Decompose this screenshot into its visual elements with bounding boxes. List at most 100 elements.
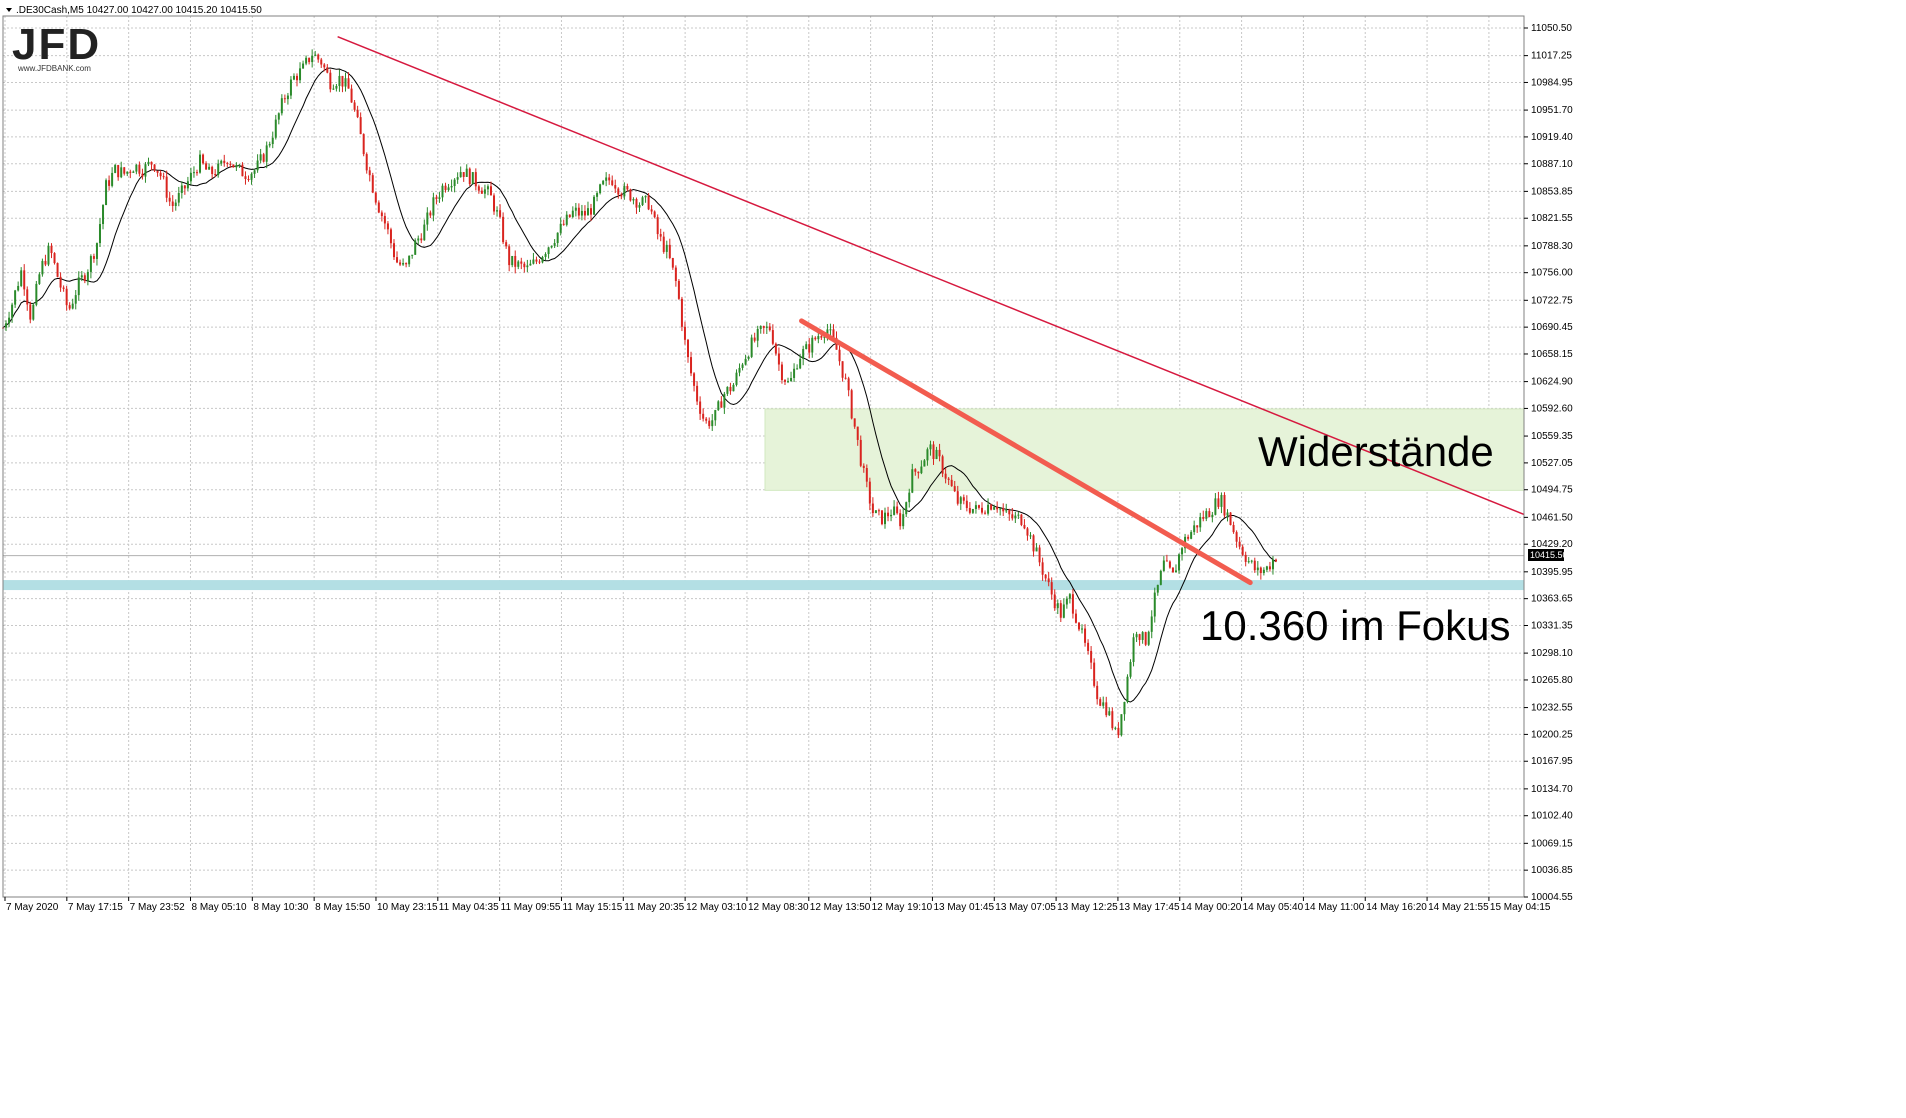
- candle-body: [656, 217, 659, 235]
- candle-body: [1259, 567, 1262, 574]
- chart-header-text: .DE30Cash,M5 10427.00 10427.00 10415.20 …: [16, 5, 262, 16]
- trendlines[interactable]: [337, 36, 1525, 586]
- candle-body: [95, 243, 98, 259]
- candle-body: [1256, 567, 1259, 571]
- x-tick-label: 10 May 23:15: [377, 902, 438, 913]
- candle-body: [144, 164, 147, 177]
- candle-body: [386, 223, 389, 230]
- candle-body: [941, 456, 944, 474]
- y-tick-label: 10200.25: [1531, 729, 1573, 740]
- x-tick-label: 7 May 2020: [6, 902, 59, 913]
- candle-body: [83, 275, 86, 281]
- candle-body: [720, 401, 723, 408]
- candle-body: [459, 172, 462, 178]
- candle-body: [920, 466, 923, 474]
- candle-body: [1156, 584, 1159, 593]
- candle-body: [538, 261, 541, 263]
- candle-body: [577, 207, 580, 216]
- candle-body: [623, 186, 626, 197]
- candle-body: [1196, 525, 1199, 528]
- candle-body: [1062, 604, 1065, 618]
- candle-body: [429, 212, 432, 216]
- candle-body: [296, 75, 299, 81]
- candle-body: [1090, 650, 1093, 663]
- x-tick-label: 7 May 23:52: [130, 902, 185, 913]
- candle-body: [1247, 561, 1250, 563]
- x-tick-label: 8 May 10:30: [253, 902, 308, 913]
- candle-body: [817, 336, 820, 340]
- candle-body: [1235, 532, 1238, 542]
- candle-body: [1153, 592, 1156, 617]
- plot-border: [2, 15, 1525, 898]
- candle-body: [292, 75, 295, 80]
- resistance-label: Widerstände: [1258, 428, 1494, 475]
- candle-body: [365, 154, 368, 171]
- candle-body: [1199, 516, 1202, 528]
- candle-body: [690, 357, 693, 374]
- y-tick-label: 10134.70: [1531, 784, 1573, 795]
- candle-body: [162, 176, 165, 178]
- candle-body: [1162, 560, 1165, 571]
- candle-body: [1132, 637, 1135, 662]
- candle-body: [489, 186, 492, 196]
- candle-body: [68, 305, 71, 309]
- candle-body: [774, 343, 777, 354]
- candle-body: [908, 492, 911, 503]
- candle-body: [62, 287, 65, 289]
- candle-body: [1262, 569, 1265, 574]
- candle-body: [1147, 631, 1150, 645]
- candle-body: [771, 330, 774, 344]
- x-tick-label: 8 May 15:50: [315, 902, 370, 913]
- candle-body: [844, 377, 847, 379]
- candle-body: [529, 263, 532, 266]
- candle-body: [811, 337, 814, 353]
- candle-body: [893, 506, 896, 515]
- candle-body: [226, 162, 229, 164]
- candle-body: [32, 304, 35, 320]
- candle-body: [565, 214, 568, 225]
- candle-body: [505, 242, 508, 247]
- candle-body: [229, 163, 232, 165]
- candle-body: [1032, 535, 1035, 552]
- candle-body: [559, 223, 562, 233]
- candle-body: [935, 449, 938, 459]
- candle-body: [887, 512, 890, 517]
- x-tick-label: 12 May 08:30: [748, 902, 809, 913]
- candle-body: [780, 364, 783, 381]
- candle-body: [138, 164, 141, 174]
- x-tick-label: 12 May 13:50: [810, 902, 871, 913]
- x-tick-label: 15 May 04:15: [1490, 902, 1551, 913]
- candle-body: [262, 154, 265, 162]
- candle-body: [456, 177, 459, 180]
- x-tick-label: 12 May 19:10: [872, 902, 933, 913]
- candle-body: [862, 465, 865, 468]
- candle-body: [1093, 662, 1096, 686]
- candle-body: [644, 195, 647, 198]
- candle-body: [923, 460, 926, 467]
- candle-body: [523, 263, 526, 268]
- candle-body: [499, 210, 502, 217]
- candle-body: [17, 285, 20, 291]
- candle-body: [23, 270, 26, 290]
- candle-body: [1017, 514, 1020, 516]
- candle-body: [98, 224, 101, 244]
- candle-body: [74, 295, 77, 304]
- candle-body: [329, 72, 332, 90]
- candle-body: [192, 172, 195, 174]
- candle-body: [180, 185, 183, 194]
- candle-body: [71, 303, 74, 309]
- triangle-down-icon[interactable]: [6, 8, 12, 12]
- candle-body: [599, 184, 602, 194]
- candle-body: [483, 189, 486, 194]
- candle-body: [1008, 510, 1011, 515]
- candle-body: [1202, 516, 1205, 519]
- candle-body: [471, 172, 474, 185]
- candle-body: [8, 317, 11, 324]
- candle-body: [347, 78, 350, 89]
- y-tick-label: 10756.00: [1531, 268, 1573, 279]
- candle-body: [668, 244, 671, 259]
- candle-body: [399, 262, 402, 265]
